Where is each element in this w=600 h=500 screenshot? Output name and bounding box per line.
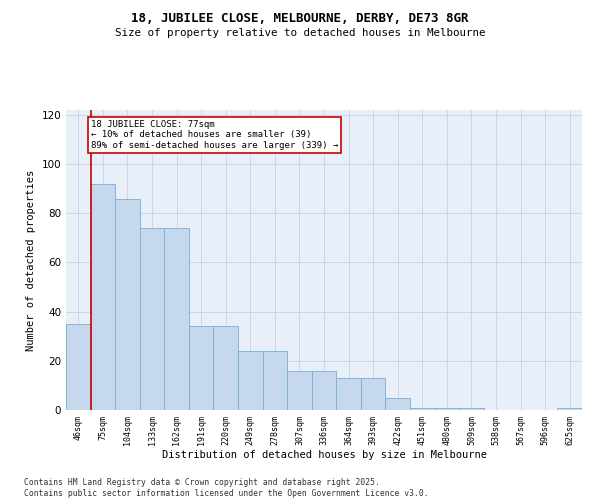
- X-axis label: Distribution of detached houses by size in Melbourne: Distribution of detached houses by size …: [161, 450, 487, 460]
- Bar: [140, 228, 164, 410]
- Bar: [459, 408, 484, 410]
- Bar: [238, 351, 263, 410]
- Bar: [557, 408, 582, 410]
- Bar: [263, 351, 287, 410]
- Y-axis label: Number of detached properties: Number of detached properties: [26, 170, 36, 350]
- Bar: [287, 370, 312, 410]
- Bar: [361, 378, 385, 410]
- Text: Contains HM Land Registry data © Crown copyright and database right 2025.
Contai: Contains HM Land Registry data © Crown c…: [24, 478, 428, 498]
- Text: 18 JUBILEE CLOSE: 77sqm
← 10% of detached houses are smaller (39)
89% of semi-de: 18 JUBILEE CLOSE: 77sqm ← 10% of detache…: [91, 120, 338, 150]
- Bar: [336, 378, 361, 410]
- Bar: [91, 184, 115, 410]
- Bar: [164, 228, 189, 410]
- Bar: [312, 370, 336, 410]
- Text: 18, JUBILEE CLOSE, MELBOURNE, DERBY, DE73 8GR: 18, JUBILEE CLOSE, MELBOURNE, DERBY, DE7…: [131, 12, 469, 26]
- Bar: [66, 324, 91, 410]
- Bar: [385, 398, 410, 410]
- Bar: [434, 408, 459, 410]
- Bar: [410, 408, 434, 410]
- Text: Size of property relative to detached houses in Melbourne: Size of property relative to detached ho…: [115, 28, 485, 38]
- Bar: [214, 326, 238, 410]
- Bar: [189, 326, 214, 410]
- Bar: [115, 198, 140, 410]
